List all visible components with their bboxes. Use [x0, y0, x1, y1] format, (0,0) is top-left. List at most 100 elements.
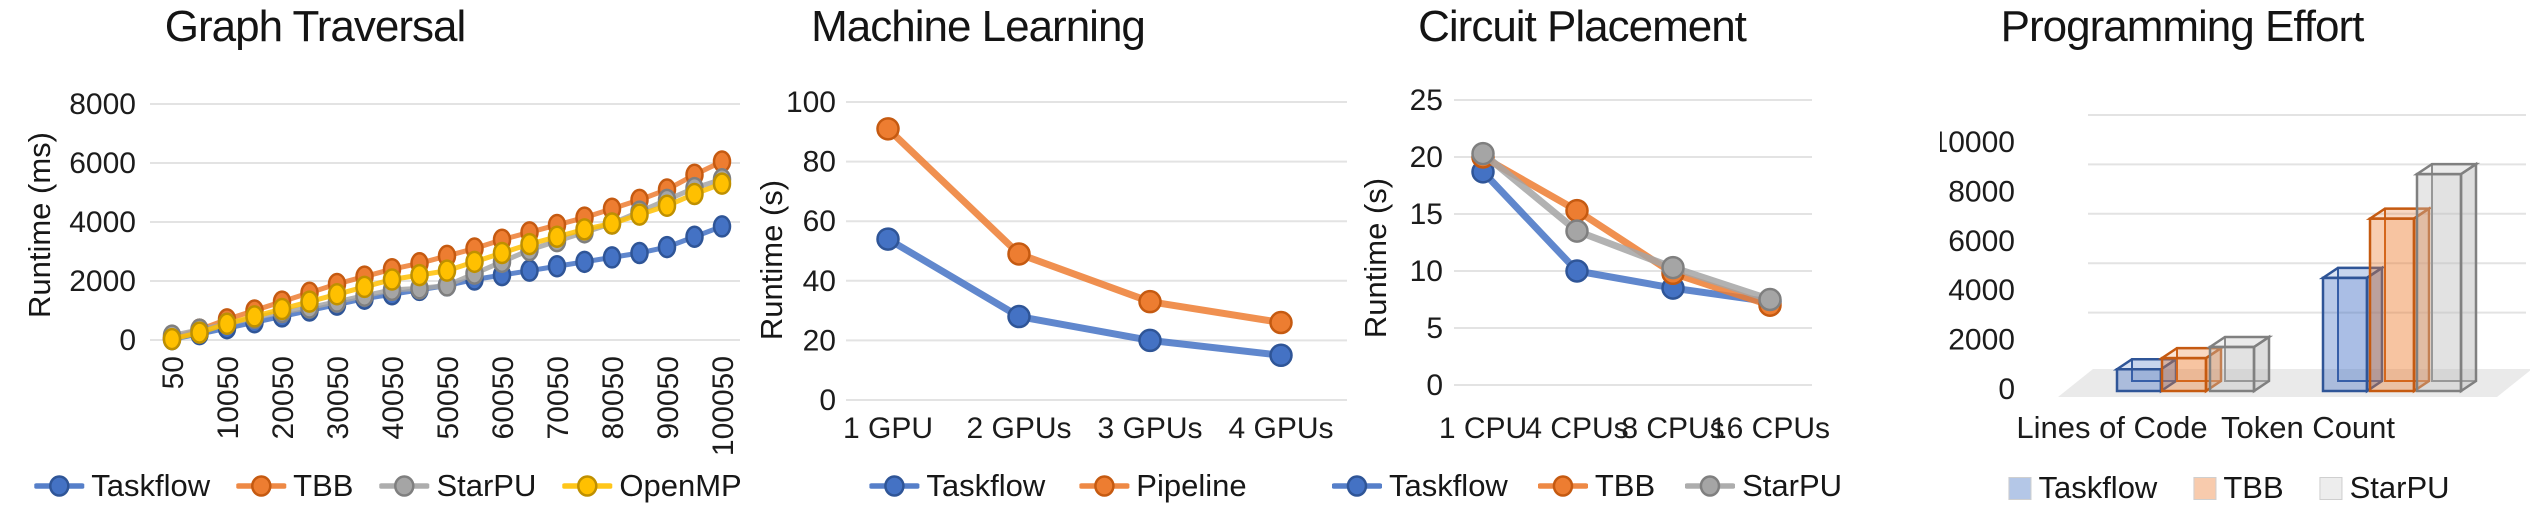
data-point-marker-taskflow	[520, 259, 539, 282]
legend-item-pipeline: Pipeline	[1079, 468, 1247, 504]
chart-title: Circuit Placement	[1418, 2, 1747, 51]
bar-taskflow-token-count-front	[2321, 276, 2369, 393]
legend-item-tbb: TBB	[236, 468, 353, 504]
y-tick-label: 80	[803, 146, 836, 179]
series-line-taskflow	[884, 235, 1285, 359]
legend-label: StarPU	[2349, 470, 2450, 505]
legend-line-marker-icon	[34, 475, 85, 497]
legend-item-tbb: TBB	[2193, 470, 2284, 506]
y-tick-label: 0	[1426, 369, 1443, 402]
legend-label: TBB	[293, 468, 354, 503]
legend-label: StarPU	[436, 468, 537, 503]
data-point-marker-openmp	[712, 172, 732, 195]
y-tick-label: 100	[786, 86, 836, 119]
bar-tbb-token-count-front	[2368, 217, 2416, 393]
legend-item-taskflow: Taskflow	[34, 468, 210, 504]
data-point-marker-taskflow	[575, 250, 594, 274]
y-tick-label: 5	[1426, 312, 1443, 345]
data-point-marker-openmp	[437, 259, 457, 282]
data-point-marker-openmp	[162, 327, 182, 351]
data-point-marker-taskflow	[1565, 259, 1589, 283]
y-tick-label: 2000	[69, 265, 136, 298]
data-point-marker-pipeline	[1269, 310, 1293, 335]
legend-line-marker-icon	[562, 475, 613, 497]
x-tick-label: 30050	[322, 356, 355, 439]
y-tick-label: 0	[819, 384, 836, 417]
legend-label: Taskflow	[91, 468, 211, 503]
x-tick-label: 10050	[212, 356, 245, 439]
chart-panel-programming-effort: Programming Effort 0 2000 4000 6000 8000 1000…	[1940, 0, 2530, 529]
x-tick-label: 4 GPUs	[1228, 412, 1333, 445]
x-tick-label: 80050	[597, 356, 630, 439]
series-line-starpu	[1479, 150, 1774, 303]
y-tick-label: 40	[803, 265, 836, 298]
legend-line-marker-icon	[1537, 475, 1588, 497]
plot-area: 0 2000 4000 6000 8000 50 10050 20050 30050 40050 5…	[69, 88, 740, 456]
legend-line-marker-icon	[869, 475, 920, 497]
data-point-marker-taskflow	[657, 235, 677, 259]
legend: Taskflow Pipeline	[869, 468, 1247, 504]
x-tick-label: 40050	[377, 356, 410, 439]
data-point-marker-openmp	[245, 305, 264, 328]
y-tick-label: 0	[119, 324, 136, 357]
data-point-marker-openmp	[520, 232, 539, 256]
data-point-marker-taskflow	[630, 241, 649, 265]
legend-label: StarPU	[1742, 468, 1843, 503]
data-point-marker-openmp	[190, 321, 209, 344]
data-point-marker-starpu	[1471, 141, 1495, 166]
x-tick-label: 16 CPUs	[1710, 412, 1830, 445]
data-point-marker-openmp	[217, 312, 237, 336]
chart-panel-graph-traversal: Graph Traversal Runtime (ms) 0 2000 4000 60…	[0, 0, 750, 529]
data-point-marker-taskflow	[685, 225, 704, 248]
y-tick-label: 8000	[69, 88, 136, 121]
y-tick-label: 4000	[69, 206, 136, 239]
data-point-marker-openmp	[355, 275, 374, 299]
legend-label: Taskflow	[1388, 468, 1508, 503]
bar-starpu-lines-of-code-front	[2208, 345, 2256, 393]
data-point-marker-starpu	[1758, 287, 1782, 312]
data-point-marker-taskflow	[602, 246, 622, 269]
legend-swatch-icon	[2319, 476, 2343, 500]
legend-label: Taskflow	[2038, 470, 2158, 505]
legend-line-marker-icon	[1079, 475, 1130, 497]
legend: Taskflow TBB StarPU	[2008, 470, 2450, 506]
series-line-taskflow	[1479, 168, 1774, 306]
data-point-marker-openmp	[630, 203, 649, 226]
legend-item-openmp: OpenMP	[562, 468, 742, 504]
data-point-marker-starpu	[1565, 219, 1589, 243]
legend-line-marker-icon	[236, 475, 287, 497]
legend-item-taskflow: Taskflow	[1331, 468, 1508, 504]
x-tick-label: 20050	[267, 356, 300, 439]
x-tick-label: 90050	[652, 356, 685, 439]
y-tick-label: 25	[1410, 84, 1443, 117]
data-point-marker-openmp	[492, 241, 512, 265]
legend-swatch-icon	[2008, 476, 2032, 500]
legend-item-taskflow: Taskflow	[2008, 470, 2157, 506]
data-point-marker-pipeline	[876, 117, 900, 141]
y-tick-label: 15	[1410, 198, 1443, 231]
data-point-marker-pipeline	[1138, 289, 1162, 314]
chart-title: Machine Learning	[811, 2, 1146, 51]
x-tick-label: 8 CPUs	[1621, 412, 1724, 445]
data-point-marker-openmp	[300, 290, 319, 313]
legend-label: Taskflow	[926, 468, 1046, 503]
y-tick-label: 10	[1410, 255, 1443, 288]
x-tick-label: 3 GPUs	[1097, 412, 1202, 445]
data-point-marker-taskflow	[1138, 328, 1162, 353]
y-tick-label: 2000	[1948, 324, 2015, 357]
x-tick-label: 60050	[487, 356, 520, 439]
y-tick-label: 60	[803, 205, 836, 238]
x-tick-label: 1 GPU	[843, 412, 933, 445]
x-tick-label: 1 CPU	[1439, 412, 1527, 445]
chart-title: Programming Effort	[2000, 2, 2365, 51]
legend-label: OpenMP	[619, 468, 742, 503]
legend-line-marker-icon	[1331, 475, 1382, 497]
bar-taskflow-lines-of-code-front	[2115, 367, 2163, 393]
data-point-marker-openmp	[547, 225, 567, 248]
data-point-marker-pipeline	[1007, 242, 1031, 266]
y-tick-label: 0	[1998, 373, 2015, 406]
chart-title: Graph Traversal	[164, 2, 466, 51]
legend-line-marker-icon	[379, 475, 430, 497]
chart-panel-circuit-placement: Circuit Placement Runtime (s) 0 5 10 15 20 25…	[1331, 0, 1940, 529]
